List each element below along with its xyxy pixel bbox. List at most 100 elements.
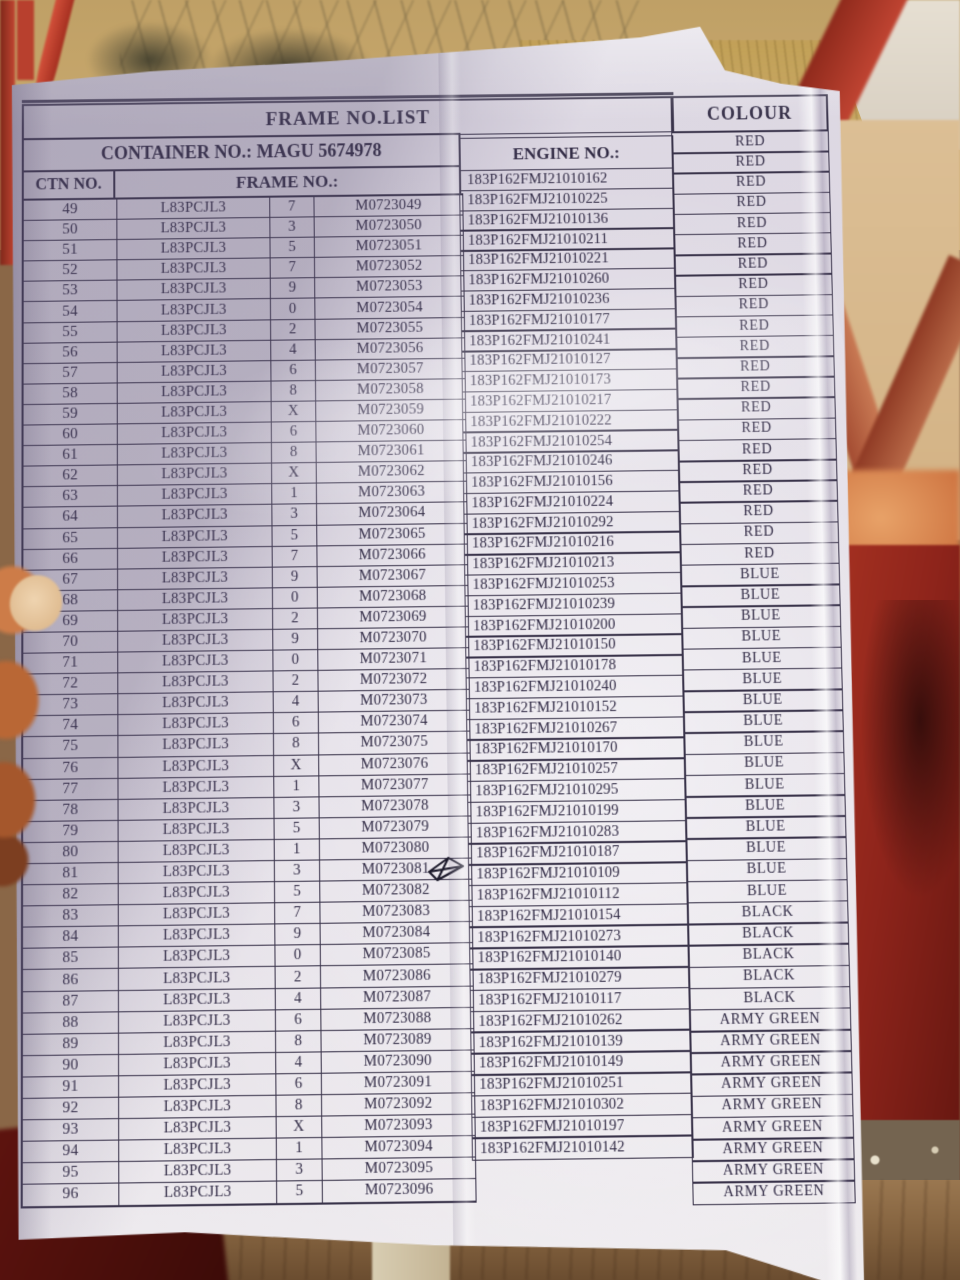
frame-prefix-cell: L83PCJL3 <box>117 198 270 220</box>
check-digit-cell: 5 <box>277 1181 323 1203</box>
container-no-label: CONTAINER NO.: <box>100 141 253 164</box>
check-digit-cell: 1 <box>277 1138 323 1160</box>
frame-prefix-cell: L83PCJL3 <box>118 547 273 570</box>
frame-prefix-cell: L83PCJL3 <box>117 259 270 281</box>
frame-prefix-cell: L83PCJL3 <box>119 1117 277 1141</box>
frame-prefix-cell: L83PCJL3 <box>118 464 272 487</box>
ctn-cell: 63 <box>23 486 117 508</box>
ctn-cell: 54 <box>24 301 118 323</box>
frame-no-cell: M0723071 <box>318 648 469 671</box>
frame-no-cell: M0723054 <box>315 297 465 319</box>
frame-prefix-cell: L83PCJL3 <box>119 903 276 926</box>
frame-no-cell: M0723063 <box>317 482 467 505</box>
frame-prefix-cell: L83PCJL3 <box>118 381 272 403</box>
ctn-cell: 86 <box>23 969 119 992</box>
frame-no-cell: M0723077 <box>319 774 471 797</box>
frame-no-cell: M0723070 <box>318 627 469 650</box>
frame-no-cell: M0723067 <box>318 565 469 588</box>
check-digit-cell: 0 <box>271 299 316 320</box>
ctn-frame-table: 49 L83PCJL3 7 M0723049 50 L83PCJL3 3 M0723050 51… <box>21 193 477 1208</box>
frame-prefix-cell: L83PCJL3 <box>119 967 276 990</box>
ctn-cell: 84 <box>23 927 119 949</box>
ctn-cell: 53 <box>24 281 118 303</box>
frame-prefix-cell: L83PCJL3 <box>119 1010 276 1033</box>
check-digit-cell: 2 <box>274 671 319 692</box>
check-digit-cell: X <box>272 463 317 484</box>
frame-no-cell: M0723090 <box>322 1050 475 1073</box>
ctn-cell: 51 <box>24 240 118 262</box>
check-digit-cell: 8 <box>276 1095 322 1117</box>
frame-no-cell: M0723088 <box>321 1008 474 1031</box>
ctn-cell: 56 <box>24 342 118 364</box>
check-digit-cell: 8 <box>271 381 316 402</box>
frame-prefix-cell: L83PCJL3 <box>119 861 275 884</box>
check-digit-cell: 4 <box>276 1052 322 1074</box>
frame-prefix-cell: L83PCJL3 <box>118 672 273 695</box>
check-digit-cell: 6 <box>272 422 317 443</box>
frame-no-list-sheet: FRAME NO.LIST CONTAINER NO.: MAGU 567497… <box>8 20 881 1280</box>
frame-no-cell: M0723075 <box>319 732 471 755</box>
frame-prefix-cell: L83PCJL3 <box>119 1096 276 1120</box>
frame-prefix-cell: L83PCJL3 <box>118 567 273 590</box>
frame-no-cell: M0723095 <box>323 1158 477 1182</box>
check-digit-cell: 2 <box>271 319 316 340</box>
ctn-cell: 83 <box>23 905 119 927</box>
red-post-left-2 <box>17 0 34 80</box>
frame-prefix-cell: L83PCJL3 <box>118 484 272 507</box>
check-digit-cell: 1 <box>275 839 320 861</box>
check-digit-cell: 5 <box>270 238 314 259</box>
ctn-cell: 85 <box>23 948 119 971</box>
frame-prefix-cell: L83PCJL3 <box>118 320 272 342</box>
frame-prefix-cell: L83PCJL3 <box>118 693 273 716</box>
check-digit-cell: 6 <box>274 713 319 735</box>
frame-no-cell: M0723069 <box>318 607 469 630</box>
ctn-cell: 60 <box>24 424 118 446</box>
frame-no-cell: M0723062 <box>317 461 467 484</box>
frame-prefix-cell: L83PCJL3 <box>118 443 272 466</box>
check-digit-cell: 3 <box>272 505 317 526</box>
check-digit-cell: 7 <box>273 546 318 567</box>
frame-no-cell: M0723091 <box>322 1072 475 1095</box>
frame-prefix-cell: L83PCJL3 <box>119 925 276 948</box>
frame-no-cell: M0723065 <box>317 523 468 546</box>
check-digit-cell: 5 <box>275 818 320 840</box>
frame-no-cell: M0723068 <box>318 586 469 609</box>
frame-prefix-cell: L83PCJL3 <box>118 630 273 653</box>
container-no-value: MAGU 5674978 <box>256 139 382 162</box>
engine-no-cell: 183P162FMJ21010142 <box>472 1135 694 1161</box>
frame-no-cell: M0723074 <box>319 711 471 734</box>
check-digit-cell: 7 <box>275 903 320 925</box>
ctn-cell: 90 <box>23 1055 119 1078</box>
frame-no-cell: M0723055 <box>315 318 465 340</box>
frame-no-cell: M0723050 <box>315 216 464 238</box>
check-digit-cell: 3 <box>275 860 320 882</box>
frame-no-cell: M0723076 <box>319 753 471 776</box>
frame-no-cell: M0723072 <box>318 669 469 692</box>
frame-no-cell: M0723058 <box>316 379 466 401</box>
check-digit-cell: 8 <box>274 734 319 756</box>
engine-no-header: ENGINE NO.: <box>458 135 673 171</box>
frame-prefix-cell: L83PCJL3 <box>117 218 270 240</box>
check-digit-cell: 6 <box>276 1074 322 1096</box>
check-digit-cell: 8 <box>276 1031 322 1053</box>
frame-no-cell: M0723081 <box>320 859 472 882</box>
check-digit-cell: X <box>277 1117 323 1139</box>
ctn-no-header: CTN NO. <box>22 169 116 200</box>
frame-no-cell: M0723089 <box>321 1029 474 1052</box>
check-digit-cell: 8 <box>272 443 317 464</box>
check-digit-cell: 7 <box>271 258 316 279</box>
ctn-cell: 62 <box>23 466 117 488</box>
frame-no-cell: M0723066 <box>317 544 468 567</box>
check-digit-cell: 2 <box>273 608 318 629</box>
ctn-cell: 94 <box>23 1141 119 1164</box>
frame-no-cell: M0723059 <box>316 400 466 422</box>
frame-prefix-cell: L83PCJL3 <box>119 1160 277 1184</box>
frame-prefix-cell: L83PCJL3 <box>118 423 272 446</box>
ctn-cell: 52 <box>24 261 118 283</box>
frame-no-cell: M0723052 <box>315 256 464 278</box>
frame-no-cell: M0723084 <box>321 922 474 945</box>
ctn-cell: 89 <box>23 1033 119 1056</box>
frame-no-cell: M0723092 <box>322 1093 475 1116</box>
check-digit-cell: 0 <box>273 588 318 609</box>
